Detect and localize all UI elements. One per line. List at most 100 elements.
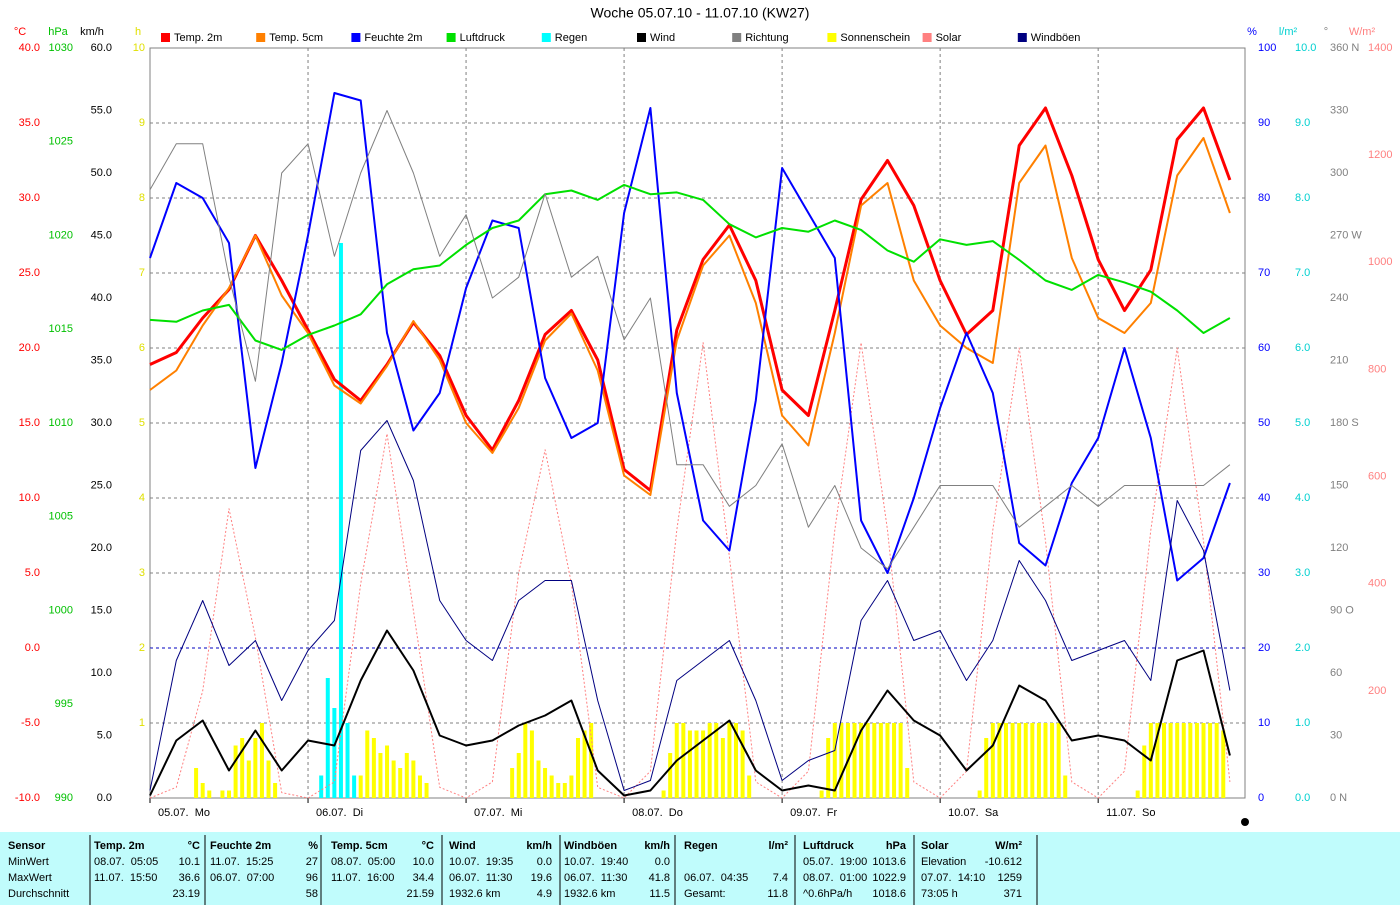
stats-label: 11.07. 15:50	[94, 872, 157, 884]
y-tick-label: 10	[133, 42, 145, 54]
y-tick-label: 990	[55, 792, 73, 804]
y-tick-label: 15.0	[91, 604, 112, 616]
y-tick-label: 300	[1330, 167, 1348, 179]
y-tick-label: 0.0	[25, 642, 40, 654]
y-tick-label: 1030	[49, 42, 73, 54]
y-tick-label: 3.0	[1295, 567, 1310, 579]
bar	[378, 753, 383, 798]
bar	[720, 738, 725, 798]
bar	[727, 723, 732, 798]
legend-label: Regen	[555, 32, 587, 44]
bar	[404, 753, 409, 798]
bar	[1168, 723, 1173, 798]
stats-label: 10.07. 19:35	[449, 856, 513, 868]
y-tick-label: 55.0	[91, 104, 112, 116]
y-tick-label: -5.0	[21, 717, 40, 729]
bar	[681, 723, 686, 798]
bar	[1003, 723, 1008, 798]
y-tick-label: 1200	[1368, 149, 1392, 161]
bar	[905, 768, 910, 798]
y-tick-label: 15.0	[19, 417, 40, 429]
y-tick-label: 40.0	[19, 42, 40, 54]
bar	[589, 723, 594, 798]
y-tick-label: 10	[1258, 717, 1270, 729]
stats-label: 10.07. 19:40	[564, 856, 628, 868]
stats-unit: hPa	[886, 840, 907, 852]
bar	[668, 753, 673, 798]
stats-label: 1932.6 km	[449, 888, 500, 900]
axis-unit: hPa	[48, 26, 68, 38]
y-tick-label: 90 O	[1330, 604, 1354, 616]
stats-value: 41.8	[649, 872, 670, 884]
bar	[892, 723, 897, 798]
bar	[687, 730, 692, 798]
y-tick-label: 3	[139, 567, 145, 579]
bar	[1221, 730, 1226, 798]
stats-label: 06.07. 04:35	[684, 872, 748, 884]
legend-label: Temp. 5cm	[269, 32, 323, 44]
bar	[661, 790, 666, 798]
stats-value: 0.0	[537, 856, 552, 868]
y-tick-label: 100	[1258, 42, 1276, 54]
bar	[233, 745, 238, 798]
y-tick-label: 1.0	[1295, 717, 1310, 729]
y-tick-label: 1005	[49, 511, 73, 523]
bar	[194, 768, 199, 798]
y-tick-label: 8.0	[1295, 192, 1310, 204]
stats-value: 1013.6	[872, 856, 906, 868]
stats-header: Luftdruck	[803, 840, 855, 852]
bar	[345, 723, 350, 798]
stats-label: 11.07. 15:25	[210, 856, 273, 868]
bar	[510, 768, 515, 798]
y-tick-label: 800	[1368, 363, 1386, 375]
bar	[740, 730, 745, 798]
bar	[273, 783, 278, 798]
bar	[872, 723, 877, 798]
bar	[371, 738, 376, 798]
stats-label: 06.07. 11:30	[449, 872, 512, 884]
line	[149, 420, 1231, 791]
legend-label: Temp. 2m	[174, 32, 222, 44]
bar	[694, 730, 699, 798]
bar	[1201, 723, 1206, 798]
bar	[1043, 723, 1048, 798]
bar	[839, 723, 844, 798]
legend-swatch	[446, 33, 456, 42]
stats-value: 1018.6	[872, 888, 906, 900]
legend-swatch	[922, 33, 932, 42]
y-tick-label: 0.0	[1295, 792, 1310, 804]
y-tick-label: 1400	[1368, 42, 1392, 54]
bar	[424, 783, 429, 798]
legend-label: Feuchte 2m	[364, 32, 422, 44]
y-tick-label: 180 S	[1330, 417, 1359, 429]
y-tick-label: 1025	[49, 136, 73, 148]
stats-unit: km/h	[644, 840, 670, 852]
y-tick-label: 25.0	[91, 479, 112, 491]
stats-value: 27	[306, 856, 318, 868]
line	[149, 629, 1231, 797]
stats-value: 0.0	[655, 856, 670, 868]
bar	[990, 723, 995, 798]
x-tick-label: 11.07. So	[1106, 807, 1155, 819]
bar	[1155, 723, 1160, 798]
bar	[391, 760, 396, 798]
y-tick-label: 0 N	[1330, 792, 1347, 804]
bar	[1194, 723, 1199, 798]
line	[149, 137, 1231, 496]
x-tick-label: 09.07. Fr	[790, 807, 837, 819]
bar	[562, 783, 567, 798]
bar	[865, 723, 870, 798]
y-tick-label: 2.0	[1295, 642, 1310, 654]
bar	[1162, 723, 1167, 798]
line	[149, 183, 1231, 351]
y-tick-label: 7	[139, 267, 145, 279]
bar	[1142, 745, 1147, 798]
bar	[977, 790, 982, 798]
stats-unit: °C	[188, 840, 200, 852]
bar	[332, 708, 337, 798]
y-tick-label: 240	[1330, 292, 1348, 304]
y-tick-label: 30	[1258, 567, 1270, 579]
bar	[734, 723, 739, 798]
bar	[984, 738, 989, 798]
